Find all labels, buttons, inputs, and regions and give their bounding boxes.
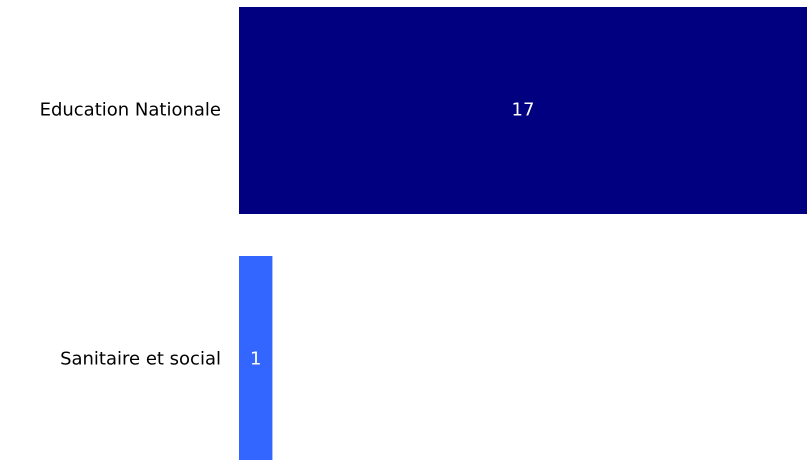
- category-label: Sanitaire et social: [60, 349, 221, 370]
- bar: [239, 256, 273, 460]
- bar: [239, 7, 807, 214]
- category-label: Education Nationale: [40, 100, 221, 121]
- data-label: 1: [250, 349, 261, 370]
- data-label: 17: [512, 100, 535, 121]
